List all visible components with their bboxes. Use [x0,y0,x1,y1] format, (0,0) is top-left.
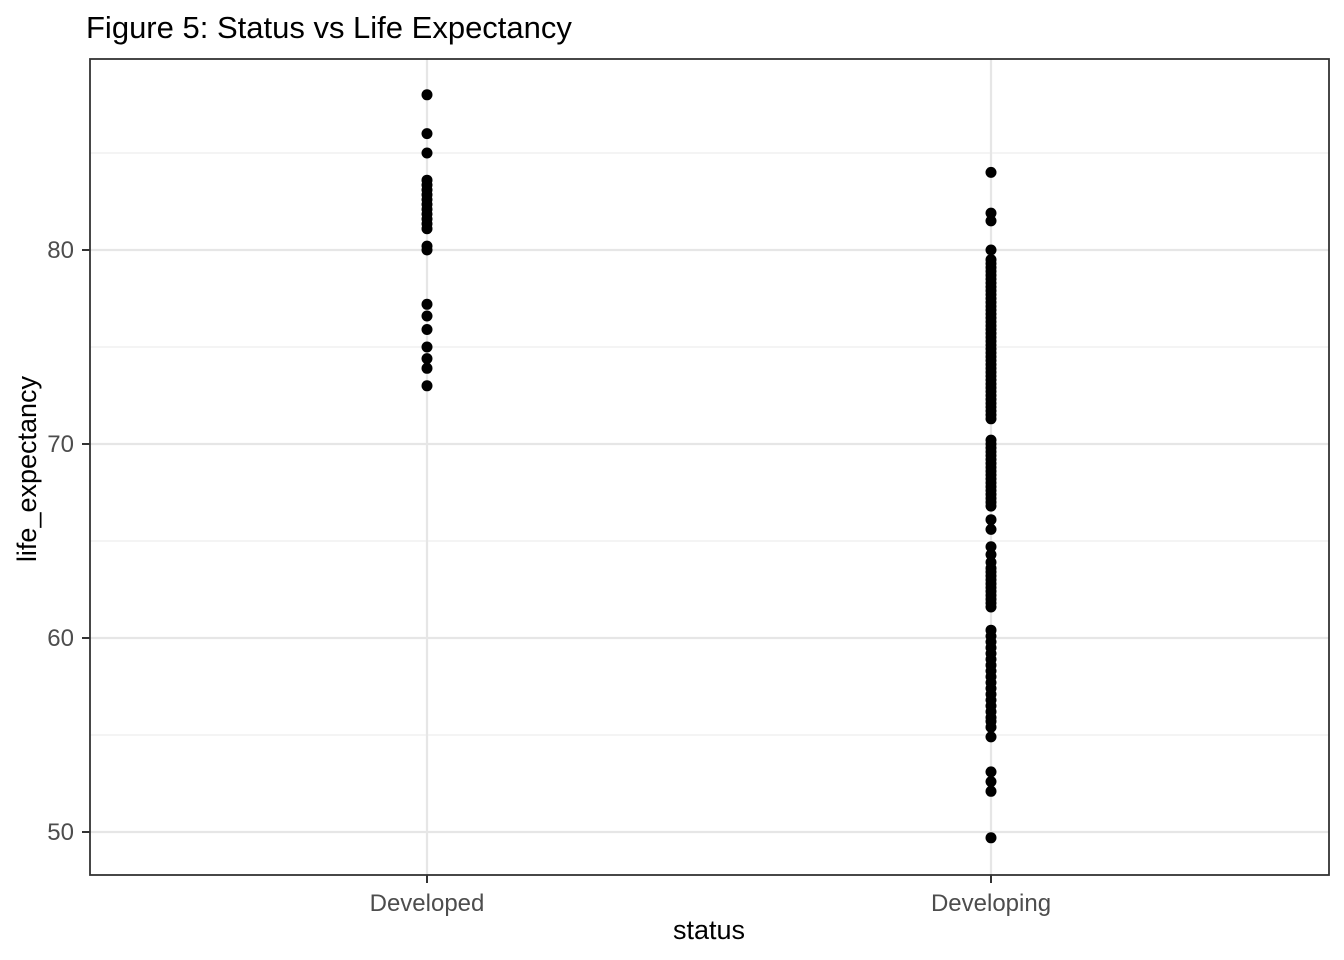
data-point-developed [421,353,433,365]
data-point-developing [985,541,997,553]
data-point-developing [985,514,997,526]
panel-border [89,58,1330,876]
data-point-developed [421,362,433,374]
panel-background [90,59,1329,875]
data-point-developed [421,310,433,322]
data-point-developed [421,324,433,335]
data-point-developing [985,500,997,512]
data-point-developing [985,413,997,425]
data-point-developing [985,785,997,797]
x-tick-label-developed: Developed [370,890,485,917]
data-point-developing [985,731,997,743]
data-point-developing [985,549,997,561]
y-axis-title: life_expectancy [12,375,42,563]
data-point-developing [985,215,997,227]
data-point-developing [985,244,997,256]
data-point-developing [985,207,997,219]
y-tick-label-60: 60 [47,625,74,652]
data-point-developed [421,89,433,101]
data-point-developed [421,341,433,353]
data-point-developed [421,223,433,235]
data-point-developing [985,166,997,178]
data-point-developing [985,766,997,778]
data-point-developed [421,380,433,392]
data-point-developed [421,128,433,140]
data-point-developing [985,721,997,733]
x-axis-title: status [672,915,746,945]
y-tick-label-50: 50 [47,819,74,846]
data-point-developing [985,832,997,844]
data-point-developed [421,147,433,159]
data-point-developing [985,601,997,613]
data-point-developed [421,244,433,256]
data-point-developing [985,776,997,788]
data-point-developed [421,298,433,310]
y-tick-label-80: 80 [47,237,74,264]
data-point-developing [985,523,997,535]
y-tick-label-70: 70 [47,431,74,458]
x-tick-label-developing: Developing [931,890,1051,917]
chart-title: Figure 5: Status vs Life Expectancy [86,10,572,45]
